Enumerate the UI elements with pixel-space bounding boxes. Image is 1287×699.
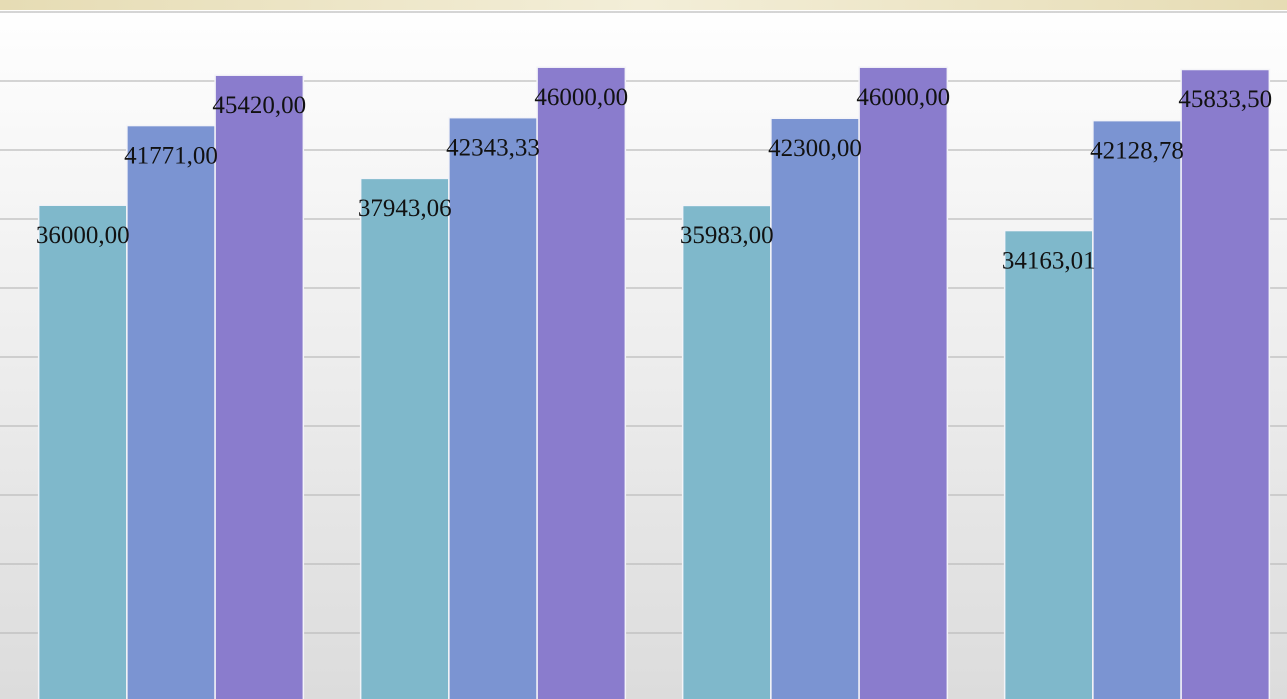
bar <box>1180 68 1271 699</box>
bar <box>359 177 450 699</box>
data-label: 37943,06 <box>358 195 452 222</box>
top-band <box>0 0 1287 10</box>
bar <box>770 117 860 699</box>
bar <box>37 204 128 699</box>
bar <box>214 74 305 699</box>
data-label: 45420,00 <box>212 92 306 119</box>
bar <box>681 204 772 699</box>
bar <box>536 66 627 699</box>
bar <box>126 124 216 699</box>
data-label: 36000,00 <box>36 222 130 249</box>
data-labels: 36000,00 41771,00 45420,00 37943,06 42343,33… <box>36 84 1272 274</box>
data-label: 46000,00 <box>534 84 628 111</box>
data-label: 42128,78 <box>1090 137 1184 164</box>
data-label: 45833,50 <box>1178 86 1272 113</box>
data-label: 35983,00 <box>680 222 774 249</box>
data-label: 42300,00 <box>768 135 862 162</box>
bar <box>448 116 538 699</box>
bars <box>37 66 1271 699</box>
data-label: 42343,33 <box>446 134 540 161</box>
bar <box>858 66 949 699</box>
data-label: 41771,00 <box>124 142 218 169</box>
bar <box>1003 229 1094 699</box>
data-label: 46000,00 <box>856 84 950 111</box>
bar <box>1092 119 1182 699</box>
data-label: 34163,01 <box>1002 247 1096 274</box>
